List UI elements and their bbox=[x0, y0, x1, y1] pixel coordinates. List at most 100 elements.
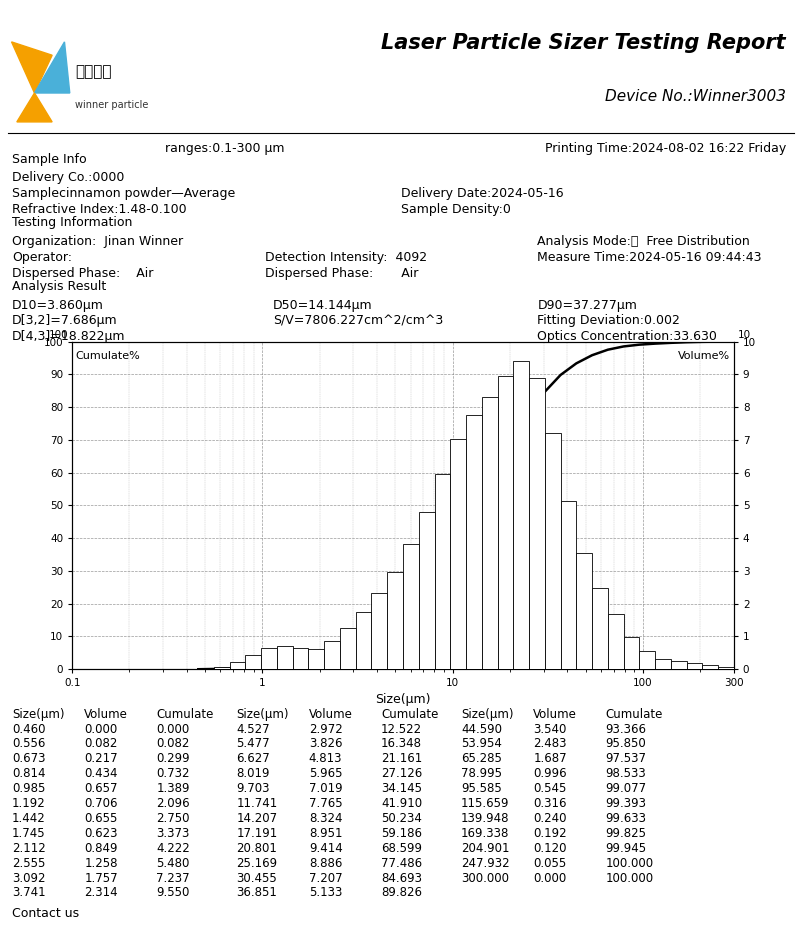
Text: Dispersed Phase:       Air: Dispersed Phase: Air bbox=[265, 267, 418, 280]
Text: 0.000: 0.000 bbox=[84, 723, 117, 736]
Polygon shape bbox=[11, 42, 52, 93]
Text: Volume%: Volume% bbox=[678, 352, 731, 361]
Text: winner particle: winner particle bbox=[75, 99, 148, 110]
Text: 100: 100 bbox=[49, 329, 68, 340]
Text: 59.186: 59.186 bbox=[381, 826, 422, 840]
Text: 99.077: 99.077 bbox=[606, 782, 646, 796]
Text: Cumulate: Cumulate bbox=[606, 708, 663, 721]
Text: Sample Density:0: Sample Density:0 bbox=[401, 203, 511, 216]
Bar bbox=[324, 641, 340, 669]
Text: 77.486: 77.486 bbox=[381, 856, 422, 870]
Text: Sample Info: Sample Info bbox=[12, 153, 87, 166]
Text: 34.145: 34.145 bbox=[381, 782, 422, 796]
Text: Delivery Date:2024-05-16: Delivery Date:2024-05-16 bbox=[401, 187, 564, 200]
Text: 0.545: 0.545 bbox=[533, 782, 567, 796]
Bar bbox=[608, 614, 623, 669]
Text: 115.659: 115.659 bbox=[461, 797, 509, 810]
Bar bbox=[639, 651, 655, 669]
Text: 100.000: 100.000 bbox=[606, 856, 654, 870]
Text: 50.234: 50.234 bbox=[381, 812, 422, 825]
Polygon shape bbox=[34, 42, 70, 93]
Text: Size(μm): Size(μm) bbox=[461, 708, 513, 721]
Text: Contact us: Contact us bbox=[12, 907, 79, 920]
Text: 0.192: 0.192 bbox=[533, 826, 567, 840]
Bar bbox=[577, 553, 592, 669]
Text: Cumulate%: Cumulate% bbox=[75, 352, 140, 361]
Text: 0.996: 0.996 bbox=[533, 768, 567, 781]
Bar bbox=[371, 593, 387, 669]
Text: 0.556: 0.556 bbox=[12, 738, 46, 751]
Bar bbox=[513, 361, 529, 669]
Text: Analysis Result: Analysis Result bbox=[12, 280, 106, 293]
Text: Optics Concentration:33.630: Optics Concentration:33.630 bbox=[537, 330, 717, 344]
Text: 95.850: 95.850 bbox=[606, 738, 646, 751]
Text: Volume: Volume bbox=[309, 708, 353, 721]
Text: Laser Particle Sizer Testing Report: Laser Particle Sizer Testing Report bbox=[381, 33, 786, 52]
Text: 7.237: 7.237 bbox=[156, 871, 190, 885]
Text: 12.522: 12.522 bbox=[381, 723, 422, 736]
Text: 0.673: 0.673 bbox=[12, 753, 46, 766]
Bar bbox=[214, 666, 229, 669]
Text: Dispersed Phase:    Air: Dispersed Phase: Air bbox=[12, 267, 153, 280]
Text: 0.460: 0.460 bbox=[12, 723, 46, 736]
Bar bbox=[529, 378, 545, 669]
Text: 44.590: 44.590 bbox=[461, 723, 502, 736]
Bar bbox=[261, 648, 277, 669]
Text: 1.745: 1.745 bbox=[12, 826, 46, 840]
Text: Samplecinnamon powder—Average: Samplecinnamon powder—Average bbox=[12, 187, 235, 200]
Text: 139.948: 139.948 bbox=[461, 812, 509, 825]
Polygon shape bbox=[17, 93, 52, 122]
Text: Volume: Volume bbox=[84, 708, 128, 721]
Text: 0.000: 0.000 bbox=[156, 723, 189, 736]
Text: 1.258: 1.258 bbox=[84, 856, 118, 870]
Text: Size(μm): Size(μm) bbox=[12, 708, 64, 721]
Bar bbox=[277, 646, 293, 669]
Text: 0.706: 0.706 bbox=[84, 797, 118, 810]
Text: 30.455: 30.455 bbox=[237, 871, 277, 885]
Text: 20.801: 20.801 bbox=[237, 841, 277, 855]
Text: Size(μm): Size(μm) bbox=[375, 693, 431, 706]
Text: 36.851: 36.851 bbox=[237, 886, 277, 899]
Text: D50=14.144μm: D50=14.144μm bbox=[273, 299, 372, 312]
Bar bbox=[356, 612, 371, 669]
Text: 微纳颗粒: 微纳颗粒 bbox=[75, 64, 111, 80]
Bar bbox=[623, 636, 639, 669]
Text: 300.000: 300.000 bbox=[461, 871, 509, 885]
Text: 1.389: 1.389 bbox=[156, 782, 190, 796]
Text: 2.555: 2.555 bbox=[12, 856, 46, 870]
Text: 2.096: 2.096 bbox=[156, 797, 190, 810]
Text: 0.655: 0.655 bbox=[84, 812, 118, 825]
Text: D[3,2]=7.686μm: D[3,2]=7.686μm bbox=[12, 314, 118, 328]
Bar bbox=[718, 667, 734, 669]
Text: S/V=7806.227cm^2/cm^3: S/V=7806.227cm^2/cm^3 bbox=[273, 314, 443, 328]
Text: 6.627: 6.627 bbox=[237, 753, 270, 766]
Text: 27.126: 27.126 bbox=[381, 768, 422, 781]
Text: 9.414: 9.414 bbox=[309, 841, 342, 855]
Text: 0.120: 0.120 bbox=[533, 841, 567, 855]
Text: 99.825: 99.825 bbox=[606, 826, 646, 840]
Text: 0.623: 0.623 bbox=[84, 826, 118, 840]
Text: 0.814: 0.814 bbox=[12, 768, 46, 781]
Text: 41.910: 41.910 bbox=[381, 797, 422, 810]
Text: 93.366: 93.366 bbox=[606, 723, 646, 736]
Bar bbox=[293, 648, 309, 669]
Text: 9.703: 9.703 bbox=[237, 782, 270, 796]
Text: Detection Intensity:  4092: Detection Intensity: 4092 bbox=[265, 251, 427, 264]
Text: 0.055: 0.055 bbox=[533, 856, 566, 870]
Text: 98.533: 98.533 bbox=[606, 768, 646, 781]
Text: 95.585: 95.585 bbox=[461, 782, 502, 796]
Bar bbox=[482, 397, 497, 669]
Text: 1.687: 1.687 bbox=[533, 753, 567, 766]
Text: 0.732: 0.732 bbox=[156, 768, 190, 781]
Text: 1.757: 1.757 bbox=[84, 871, 118, 885]
Bar bbox=[340, 628, 356, 669]
Text: Volume: Volume bbox=[533, 708, 577, 721]
Text: D90=37.277μm: D90=37.277μm bbox=[537, 299, 638, 312]
Text: 169.338: 169.338 bbox=[461, 826, 509, 840]
Text: ranges:0.1-300 μm: ranges:0.1-300 μm bbox=[164, 142, 285, 155]
Text: 1.442: 1.442 bbox=[12, 812, 46, 825]
Bar bbox=[309, 649, 324, 669]
Text: 8.886: 8.886 bbox=[309, 856, 342, 870]
Text: 2.483: 2.483 bbox=[533, 738, 567, 751]
Text: 1.192: 1.192 bbox=[12, 797, 46, 810]
